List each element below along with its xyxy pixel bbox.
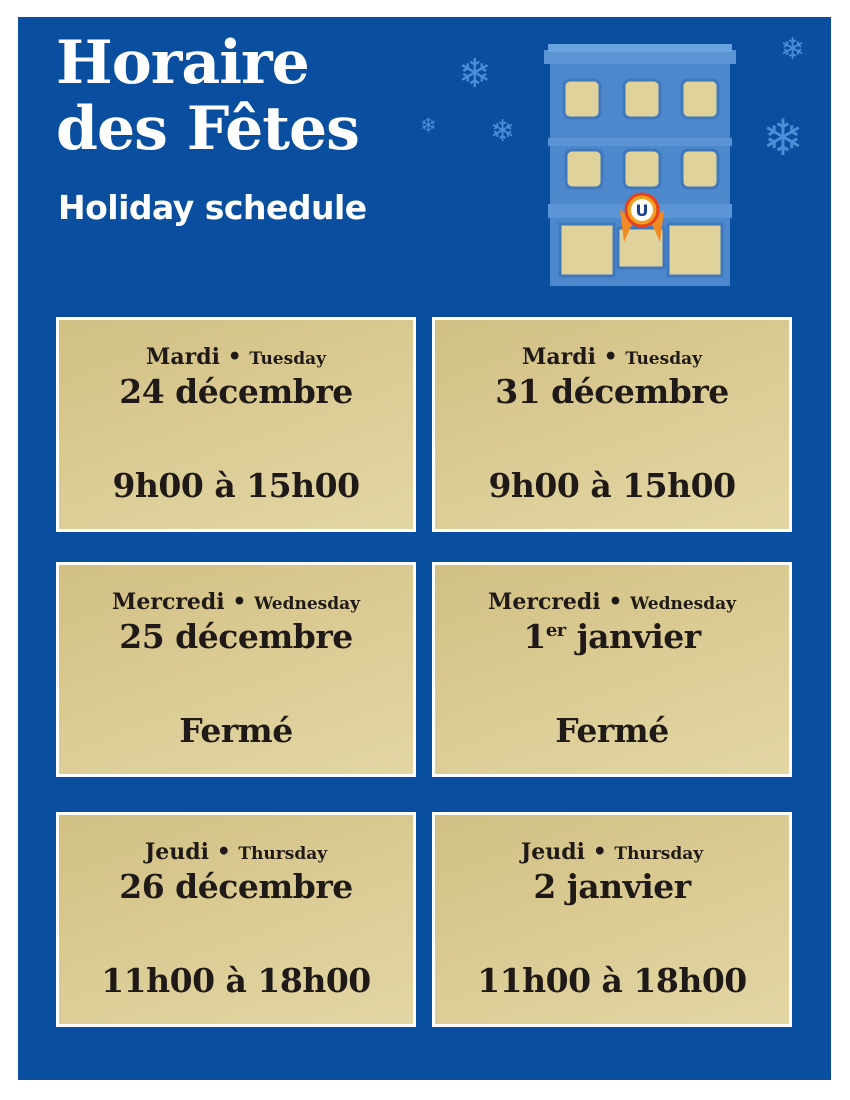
snowflake-icon: ❄ — [458, 51, 492, 97]
title-line-1: Horaire — [56, 28, 310, 98]
day-fr: Mardi — [146, 344, 220, 370]
schedule-card: Mercredi • Wednesday 1er janvier Fermé — [432, 562, 792, 777]
day-fr: Jeudi — [520, 839, 586, 865]
date: 26 décembre — [119, 867, 353, 906]
schedule-card: Mercredi • Wednesday 25 décembre Fermé — [56, 562, 416, 777]
date: 24 décembre — [119, 372, 353, 411]
day-en: Thursday — [238, 844, 328, 864]
schedule-card: Mardi • Tuesday 31 décembre 9h00 à 15h00 — [432, 317, 792, 532]
date: 31 décembre — [495, 372, 729, 411]
date: 2 janvier — [533, 867, 691, 906]
hours: 9h00 à 15h00 — [112, 466, 360, 505]
logo-letter: U — [636, 201, 649, 220]
day-fr: Mercredi — [112, 589, 225, 615]
hours: 9h00 à 15h00 — [488, 466, 736, 505]
schedule-card: Jeudi • Thursday 2 janvier 11h00 à 18h00 — [432, 812, 792, 1027]
day-fr: Mercredi — [488, 589, 601, 615]
day-en: Tuesday — [249, 349, 326, 369]
snowflake-icon: ❄ — [780, 32, 806, 67]
hours: 11h00 à 18h00 — [101, 961, 371, 1000]
date: 1er janvier — [523, 617, 701, 656]
day-en: Wednesday — [254, 594, 360, 614]
day-fr: Mardi — [522, 344, 596, 370]
schedule-card: Mardi • Tuesday 24 décembre 9h00 à 15h00 — [56, 317, 416, 532]
day-en: Tuesday — [625, 349, 702, 369]
hours: Fermé — [555, 711, 669, 750]
storefront-building-icon: U — [544, 44, 736, 286]
hours: 11h00 à 18h00 — [477, 961, 747, 1000]
snowflake-icon: ❄ — [490, 114, 516, 149]
title-line-2: des Fêtes — [56, 94, 360, 164]
page-title: Horaire des Fêtes — [56, 28, 360, 164]
day-en: Thursday — [614, 844, 704, 864]
day-fr: Jeudi — [144, 839, 210, 865]
schedule-card: Jeudi • Thursday 26 décembre 11h00 à 18h… — [56, 812, 416, 1027]
snowflake-icon: ❄ — [762, 109, 804, 167]
hours: Fermé — [179, 711, 293, 750]
subtitle: Holiday schedule — [58, 188, 367, 227]
date: 25 décembre — [119, 617, 353, 656]
day-en: Wednesday — [630, 594, 736, 614]
snowflake-icon: ❄ — [420, 113, 437, 137]
